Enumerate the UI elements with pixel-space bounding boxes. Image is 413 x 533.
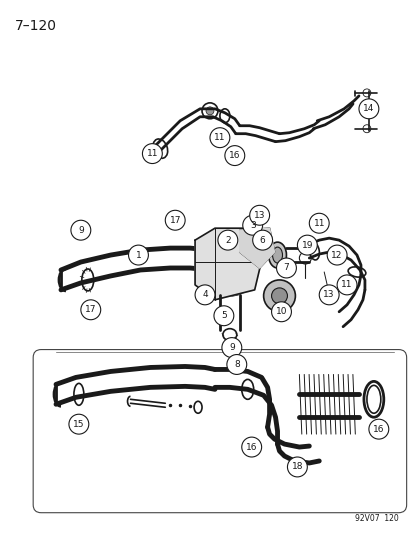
Circle shape xyxy=(326,245,346,265)
Circle shape xyxy=(271,302,291,322)
Circle shape xyxy=(241,437,261,457)
Ellipse shape xyxy=(268,242,286,268)
Text: 13: 13 xyxy=(253,211,265,220)
Circle shape xyxy=(318,285,338,305)
Circle shape xyxy=(226,354,246,375)
Text: 11: 11 xyxy=(146,149,158,158)
Circle shape xyxy=(69,414,88,434)
Circle shape xyxy=(217,230,237,250)
Text: 11: 11 xyxy=(214,133,225,142)
Circle shape xyxy=(276,258,296,278)
Text: 9: 9 xyxy=(78,225,83,235)
Polygon shape xyxy=(195,228,264,300)
Circle shape xyxy=(202,240,257,296)
Circle shape xyxy=(81,300,100,320)
Text: 16: 16 xyxy=(245,442,257,451)
Circle shape xyxy=(214,252,245,284)
Circle shape xyxy=(271,288,287,304)
Text: 3: 3 xyxy=(249,221,255,230)
Circle shape xyxy=(242,215,262,235)
Circle shape xyxy=(142,144,162,164)
Text: 13: 13 xyxy=(323,290,334,300)
Circle shape xyxy=(206,107,214,115)
Text: 92V07  120: 92V07 120 xyxy=(354,514,398,523)
Circle shape xyxy=(71,220,90,240)
Text: 6: 6 xyxy=(259,236,265,245)
Circle shape xyxy=(309,213,328,233)
Circle shape xyxy=(233,234,261,262)
Circle shape xyxy=(128,245,148,265)
Text: 19: 19 xyxy=(301,240,312,249)
Polygon shape xyxy=(239,228,274,268)
Text: 12: 12 xyxy=(331,251,342,260)
Text: 8: 8 xyxy=(233,360,239,369)
Circle shape xyxy=(249,205,269,225)
Circle shape xyxy=(214,306,233,326)
Circle shape xyxy=(165,211,185,230)
Text: 16: 16 xyxy=(228,151,240,160)
Text: 17: 17 xyxy=(169,216,180,225)
Text: 14: 14 xyxy=(362,104,374,114)
Text: 7–120: 7–120 xyxy=(15,19,57,33)
Text: 4: 4 xyxy=(202,290,207,300)
Circle shape xyxy=(195,285,214,305)
Text: 10: 10 xyxy=(275,307,287,316)
Ellipse shape xyxy=(272,247,282,263)
Circle shape xyxy=(209,128,229,148)
Circle shape xyxy=(336,275,356,295)
Text: 9: 9 xyxy=(228,343,234,352)
Text: 16: 16 xyxy=(372,425,384,434)
Text: 1: 1 xyxy=(135,251,141,260)
Circle shape xyxy=(263,280,295,312)
Circle shape xyxy=(224,146,244,166)
Circle shape xyxy=(297,235,316,255)
Circle shape xyxy=(221,337,241,358)
Circle shape xyxy=(222,261,236,275)
Text: 17: 17 xyxy=(85,305,96,314)
Circle shape xyxy=(358,99,378,119)
Circle shape xyxy=(252,230,272,250)
Text: 11: 11 xyxy=(313,219,324,228)
Circle shape xyxy=(287,457,306,477)
Text: 5: 5 xyxy=(221,311,226,320)
Text: 7: 7 xyxy=(283,263,289,272)
Text: 15: 15 xyxy=(73,419,84,429)
Text: 18: 18 xyxy=(291,463,302,472)
Circle shape xyxy=(368,419,388,439)
Text: 2: 2 xyxy=(225,236,230,245)
Text: 11: 11 xyxy=(340,280,352,289)
Circle shape xyxy=(239,240,255,256)
